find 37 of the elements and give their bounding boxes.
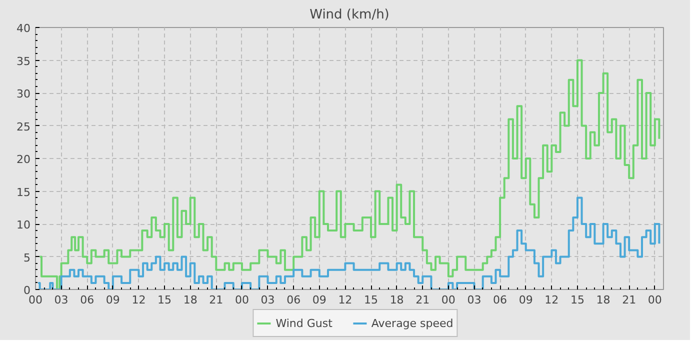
- y-tick-label: 30: [16, 88, 31, 100]
- y-tick-label: 0: [24, 284, 30, 297]
- x-tick-label: 18: [183, 294, 198, 306]
- x-tick-label: 15: [570, 294, 584, 306]
- y-tick-label: 15: [16, 186, 31, 199]
- x-tick-label: 15: [158, 294, 172, 306]
- y-tick-label: 20: [16, 153, 31, 166]
- x-tick-label: 00: [28, 294, 42, 306]
- x-tick-label: 21: [209, 294, 224, 306]
- x-tick-label: 18: [390, 294, 404, 306]
- y-tick-label: 25: [16, 120, 31, 134]
- x-tick-label: 21: [622, 294, 636, 306]
- x-tick-label: 18: [596, 294, 610, 306]
- y-tick-label: 40: [16, 22, 31, 35]
- x-tick-label: 00: [648, 294, 662, 306]
- x-tick-label: 06: [286, 294, 301, 306]
- y-tick-label: 5: [24, 251, 30, 264]
- x-tick-label: 00: [234, 294, 249, 306]
- y-tick-label: 10: [16, 218, 31, 232]
- x-tick-label: 06: [80, 294, 94, 306]
- x-tick-label: 12: [338, 294, 352, 306]
- x-tick-label: 21: [416, 294, 430, 306]
- chart-title: Wind (km/h): [310, 8, 390, 22]
- legend-label: Average speed: [371, 316, 454, 330]
- x-tick-label: 03: [260, 294, 275, 306]
- x-tick-label: 03: [467, 294, 482, 306]
- x-tick-label: 15: [364, 294, 378, 306]
- x-tick-label: 09: [518, 294, 533, 306]
- y-tick-label: 35: [16, 54, 31, 68]
- x-tick-label: 06: [493, 294, 508, 306]
- x-tick-label: 12: [132, 294, 146, 306]
- x-tick-label: 09: [312, 294, 326, 306]
- legend-label: Wind Gust: [276, 316, 332, 330]
- x-tick-label: 09: [106, 294, 120, 306]
- x-tick-label: 12: [544, 294, 559, 306]
- x-tick-label: 03: [54, 294, 68, 306]
- x-tick-label: 00: [441, 294, 456, 306]
